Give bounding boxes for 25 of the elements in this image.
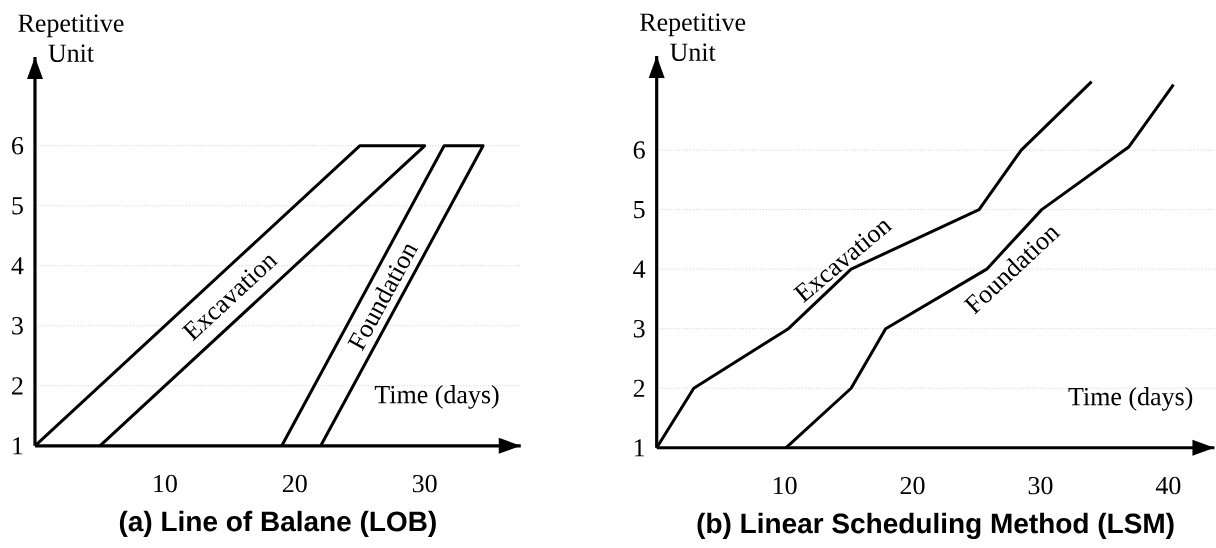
y-tick-label: 6 [12,137,24,155]
text: (a) Line of Balane (LOB) [119,510,436,538]
x-tick-label: 20 [282,474,307,493]
x-tick-label: 10 [773,476,797,495]
text: (b) Linear Scheduling Method (LSM) [697,512,1174,540]
y-tick-label: 5 [12,197,23,215]
x-tick-label: 20 [900,476,925,495]
x-tick-label: 10 [154,474,177,493]
y-tick-label: 5 [634,201,645,219]
y-tick-label: 6 [633,141,645,159]
y-axis-title: Repetitive Unit [18,14,124,63]
y-axis-title: Repetitive Unit [640,13,746,62]
x-tick-label: 30 [1028,476,1053,495]
y-tick-label: 4 [11,257,24,275]
y-tick-label: 4 [633,260,646,278]
y-tick-label: 2 [12,377,23,395]
y-tick-label: 2 [633,379,645,397]
x-axis-title: Time (days) [374,385,499,409]
x-axis-title: Time (days) [1068,387,1193,411]
y-tick-label: 1 [634,439,645,457]
y-tick-label: 3 [12,317,23,335]
x-tick-label: 40 [1155,476,1181,495]
x-tick-label: 30 [412,474,437,493]
y-tick-label: 1 [13,437,23,455]
y-tick-label: 3 [633,320,645,338]
